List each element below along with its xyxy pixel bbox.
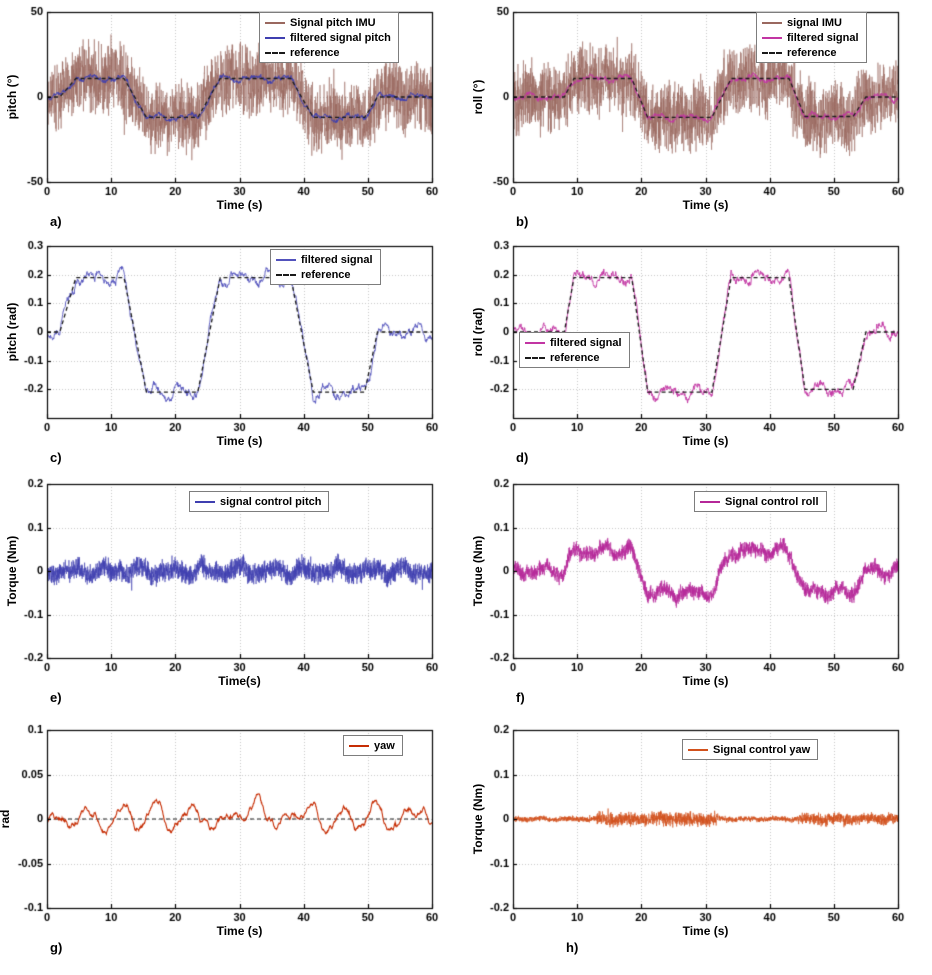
solid-line-swatch [265, 36, 285, 39]
legend-label: filtered signal pitch [290, 31, 391, 44]
panel-label: e) [50, 690, 62, 705]
legend-box: filtered signal reference [270, 249, 381, 285]
legend-label: yaw [374, 739, 395, 752]
legend-label: filtered signal [301, 253, 373, 266]
x-axis-label: Time (s) [682, 674, 729, 688]
subplot-e: Torque (Nm) Time(s) e) signal control pi… [0, 470, 466, 712]
solid-line-swatch [688, 748, 708, 751]
legend-box: Signal control roll [694, 491, 827, 512]
legend-label: reference [301, 268, 351, 281]
panel-label: g) [50, 940, 63, 955]
legend-entry: reference [265, 45, 391, 60]
x-axis-label: Time (s) [216, 434, 263, 448]
subplot-a: pitch (°) Time (s) a) Signal pitch IMU fi… [0, 0, 466, 232]
subplot-b: roll (°) Time (s) b) signal IMU filtered … [466, 0, 932, 232]
legend-entry: filtered signal pitch [265, 30, 391, 45]
plot-canvas-c [0, 232, 466, 470]
y-axis-label: Torque (Nm) [471, 783, 485, 855]
solid-line-swatch [349, 744, 369, 747]
legend-entry: signal IMU [762, 15, 859, 30]
solid-line-swatch [762, 21, 782, 24]
legend-box: Signal pitch IMU filtered signal pitch ref… [259, 12, 399, 63]
legend-label: reference [787, 46, 837, 59]
x-axis-label: Time (s) [216, 924, 263, 938]
legend-box: Signal control yaw [682, 739, 819, 760]
legend-box: signal IMU filtered signal reference [756, 12, 867, 63]
dashed-line-swatch [525, 356, 545, 359]
legend-entry: yaw [349, 738, 395, 753]
legend-label: reference [550, 351, 600, 364]
subplot-g: rad Time (s) g) yaw [0, 712, 466, 975]
dashed-line-swatch [762, 51, 782, 54]
legend-box: signal control pitch [189, 491, 330, 512]
legend-label: reference [290, 46, 340, 59]
legend-label: Signal control roll [725, 495, 819, 508]
solid-line-swatch [276, 258, 296, 261]
panel-label: f) [516, 690, 525, 705]
dashed-line-swatch [265, 51, 285, 54]
legend-entry: filtered signal [525, 335, 622, 350]
x-axis-label: Time (s) [682, 198, 729, 212]
legend-entry: Signal control yaw [688, 742, 810, 757]
legend-entry: filtered signal [762, 30, 859, 45]
legend-label: Signal pitch IMU [290, 16, 376, 29]
legend-entry: Signal pitch IMU [265, 15, 391, 30]
legend-label: filtered signal [787, 31, 859, 44]
x-axis-label: Time (s) [682, 924, 729, 938]
legend-entry: reference [525, 350, 622, 365]
subplot-f: Torque (Nm) Time (s) f) Signal control r… [466, 470, 932, 712]
solid-line-swatch [195, 500, 215, 503]
legend-label: Signal control yaw [713, 743, 811, 756]
y-axis-label: pitch (°) [5, 74, 19, 120]
subplot-c: pitch (rad) Time (s) c) filtered signal r… [0, 232, 466, 470]
solid-line-swatch [700, 500, 720, 503]
subplot-h: Torque (Nm) Time (s) h) Signal control y… [466, 712, 932, 975]
legend-box: yaw [343, 735, 403, 756]
panel-label: d) [516, 450, 529, 465]
legend-entry: reference [762, 45, 859, 60]
solid-line-swatch [525, 341, 545, 344]
legend-label: signal IMU [787, 16, 843, 29]
subplot-d: roll (rad) Time (s) d) filtered signal re… [466, 232, 932, 470]
legend-entry: signal control pitch [195, 494, 321, 509]
panel-label: c) [50, 450, 62, 465]
legend-label: signal control pitch [220, 495, 322, 508]
solid-line-swatch [762, 36, 782, 39]
dashed-line-swatch [276, 273, 296, 276]
x-axis-label: Time (s) [682, 434, 729, 448]
panel-label: a) [50, 214, 62, 229]
legend-entry: reference [276, 267, 373, 282]
legend-entry: filtered signal [276, 252, 373, 267]
legend-label: filtered signal [550, 336, 622, 349]
x-axis-label: Time(s) [218, 674, 261, 688]
x-axis-label: Time (s) [216, 198, 263, 212]
panel-label: h) [566, 940, 579, 955]
legend-box: filtered signal reference [519, 332, 630, 368]
y-axis-label: roll (°) [471, 79, 485, 115]
y-axis-label: Torque (Nm) [471, 535, 485, 607]
legend-entry: Signal control roll [700, 494, 819, 509]
y-axis-label: pitch (rad) [5, 302, 19, 362]
y-axis-label: roll (rad) [471, 307, 485, 357]
y-axis-label: Torque (Nm) [5, 535, 19, 607]
solid-line-swatch [265, 21, 285, 24]
panel-label: b) [516, 214, 529, 229]
y-axis-label: rad [0, 809, 12, 829]
